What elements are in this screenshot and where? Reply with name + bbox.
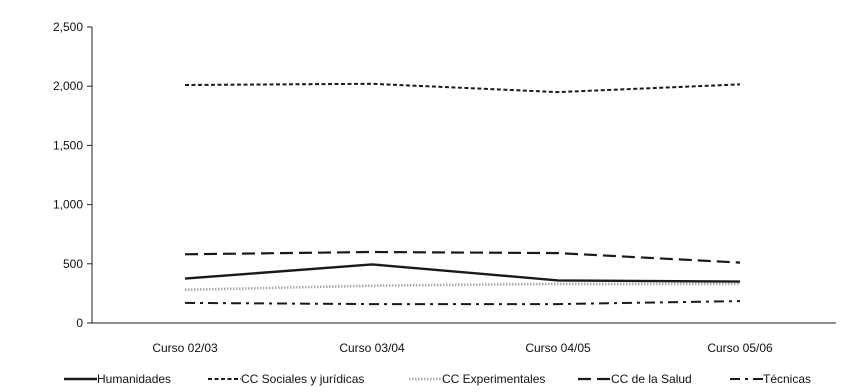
x-axis-ticks: Curso 02/03 Curso 03/04 Curso 04/05 Curso 0…: [152, 341, 773, 355]
legend-label-tecnicas: Técnicas: [763, 372, 811, 386]
series-lines: [184, 82, 741, 306]
legend-label-cc-experimentales: CC Experimentales: [442, 372, 545, 386]
x-tick-label: Curso 04/05: [525, 341, 591, 355]
legend-label-humanidades: Humanidades: [97, 372, 171, 386]
y-tick-label: 2,000: [53, 79, 83, 93]
y-tick-label: 500: [63, 257, 83, 271]
y-tick-label: 1,500: [53, 138, 83, 152]
x-tick-label: Curso 02/03: [152, 341, 218, 355]
series-line-cc-de-la-salud: [184, 250, 741, 264]
legend-label-cc-sociales-y-juridicas: CC Sociales y jurídicas: [241, 372, 364, 386]
legend-label-cc-de-la-salud: CC de la Salud: [611, 372, 692, 386]
y-tick-label: 2,500: [53, 20, 83, 34]
y-tick-label: 0: [76, 316, 83, 330]
series-line-cc-experimentales: [184, 282, 740, 292]
x-tick-label: Curso 03/04: [339, 341, 405, 355]
chart-axes: [91, 27, 836, 324]
series-line-tecnicas: [184, 300, 741, 306]
x-tick-label: Curso 05/06: [707, 341, 773, 355]
y-tick-label: 1,000: [53, 198, 83, 212]
series-line-cc-sociales-y-juridicas: [184, 82, 741, 94]
series-line-humanidades: [184, 263, 741, 283]
y-axis-ticks: 0 500 1,000 1,500 2,000 2,500: [53, 20, 92, 330]
legend: Humanidades CC Sociales y jurídicas CC Exp…: [64, 372, 811, 386]
